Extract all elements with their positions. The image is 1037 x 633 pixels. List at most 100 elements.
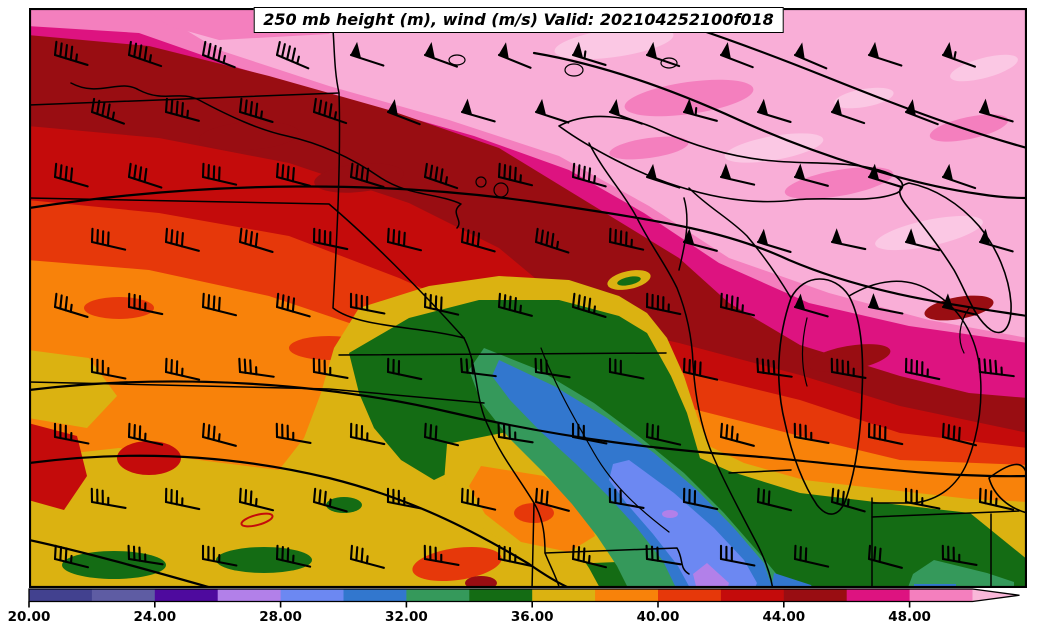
wind-barb [312,357,349,379]
wind-barb [830,357,867,379]
wind-barb [645,163,681,189]
wind-barb [978,487,1015,511]
wind-barb [423,544,460,566]
wind-barb [941,42,976,68]
wind-barb [719,42,754,69]
wind-barb [571,292,607,318]
border-ne-ks [29,381,485,404]
wind-barb [941,293,978,316]
river-des-moines [540,347,670,533]
wind-barb [534,227,570,254]
wind-barb [349,41,385,67]
wind-barb [127,422,164,446]
boundary-lake-1 [564,63,584,77]
wind-barb [534,487,570,512]
wind-barb [719,422,755,447]
wind-barb [904,99,939,126]
wind-barb [830,487,866,513]
colorbar: 20.00 24.00 28.00 32.00 36.00 40.00 44.00 48.00 [8,588,1020,625]
border-sd-ne [29,197,465,339]
wind-barb [608,227,645,251]
wind-barb [312,97,348,125]
colorbar-segment [469,589,533,602]
wind-barb [571,41,607,66]
wind-barb [460,487,497,511]
wind-barb [349,162,385,188]
boundary-lake-2 [660,57,678,69]
wind-barb [497,42,532,69]
lake-huron-shore [898,182,1012,334]
wind-barb [127,544,164,566]
wind-barb [867,544,903,569]
colorbar-tick-label: 48.00 [888,609,931,625]
wind-barb [497,422,534,444]
lake-erie-shore [988,463,1027,514]
border-ks-mo [531,502,535,588]
wind-barb [201,292,238,317]
wind-barb [719,163,756,186]
wind-barb [386,99,421,126]
colorbar-segment [29,589,93,602]
wind-barb [867,41,903,67]
wind-barb [682,98,718,122]
small-lake [475,176,487,188]
wind-barb [349,292,386,315]
wind-barb [349,544,385,569]
wind-barb [497,544,534,568]
wind-barb [90,227,127,251]
wind-barb [386,487,423,510]
wind-barb [978,357,1015,378]
wind-barb [534,98,570,124]
wind-barb [386,357,423,381]
wind-barb [460,227,496,253]
wind-barb [275,422,312,444]
wind-barb [608,357,645,380]
wind-barb [682,357,719,381]
wind-barb [201,544,238,567]
wind-barb [460,357,497,378]
wind-barb [941,544,978,566]
wind-barb [127,162,163,189]
border-nd-sd [29,92,340,106]
colorbar-segment [909,589,974,602]
map-canvas [29,8,1027,588]
wind-barb [238,97,274,123]
colorbar-segment [532,589,596,602]
wind-barb [571,422,608,445]
wind-barb [164,357,201,381]
state-borders-layer [29,8,1027,588]
lake-of-the-woods [448,54,466,66]
wind-barb [238,487,275,512]
wind-barb [793,293,829,318]
wind-barb [645,544,682,566]
wind-barb [978,98,1014,123]
wind-barb [127,40,163,68]
wind-barb [867,293,904,315]
border-mi-in-oh [871,510,1020,518]
wind-barb [867,163,903,188]
wind-barb [312,227,349,251]
border-sd-mn [330,8,465,339]
wind-barb [756,487,793,512]
colorbar-segment [783,589,848,602]
wind-barb [645,41,681,68]
wind-barb [275,41,310,70]
wind-barb [201,40,236,69]
wind-barb [423,162,459,190]
wind-barb [386,227,423,252]
wind-barb [645,422,682,446]
wind-barb [423,42,458,68]
wind-barb [497,292,533,317]
colorbar-tick-label: 24.00 [133,609,176,625]
colorbar-over-arrow-icon [972,589,1020,602]
river-st-croix [678,197,688,271]
wind-barb [90,357,127,380]
wind-barb [423,422,460,447]
colorbar-segment [91,589,156,602]
wind-barb [90,487,127,509]
wind-barb [941,163,977,190]
wind-barb [164,97,200,122]
border-wi-mi [688,187,792,299]
wind-barb [904,228,941,252]
colorbar-segment [658,589,722,602]
